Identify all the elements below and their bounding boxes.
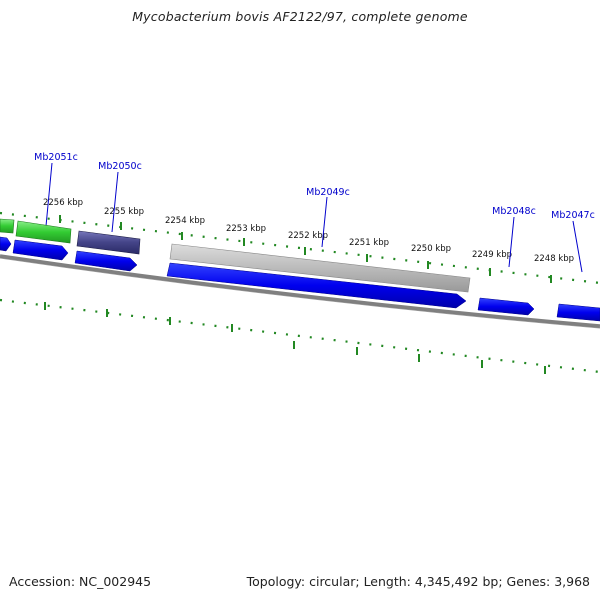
feature-green-1[interactable] xyxy=(0,218,15,234)
upper-feature-track xyxy=(0,218,471,293)
scale-label: 2254 kbp xyxy=(165,216,205,226)
gene-label-mb2049c[interactable]: Mb2049c xyxy=(306,187,350,198)
feature-gray[interactable] xyxy=(169,243,471,293)
cds-arrow[interactable] xyxy=(166,262,467,309)
scale-label: 2252 kbp xyxy=(288,231,328,241)
leader-line xyxy=(45,162,53,227)
scale-label: 2250 kbp xyxy=(411,244,451,254)
feature-green-2[interactable] xyxy=(15,220,72,244)
scale-label: 2256 kbp xyxy=(43,198,83,208)
upper-scale-major-ticks xyxy=(59,215,552,283)
gene-label-mb2050c[interactable]: Mb2050c xyxy=(98,161,142,172)
gene-label-mb2047c[interactable]: Mb2047c xyxy=(551,210,595,221)
scale-label: 2255 kbp xyxy=(104,207,144,217)
cds-arrow[interactable] xyxy=(0,236,12,252)
cds-track xyxy=(0,236,600,322)
footer-genes: Genes: 3,968 xyxy=(506,574,590,589)
cds-arrow[interactable] xyxy=(477,297,535,316)
scale-label: 2251 kbp xyxy=(349,238,389,248)
footer-summary: Topology: circular; Length: 4,345,492 bp… xyxy=(246,574,590,589)
gene-labels: Mb2051c Mb2050c Mb2049c Mb2048c Mb2047c xyxy=(34,152,595,221)
leader-line xyxy=(321,196,328,248)
scale-label: 2248 kbp xyxy=(534,254,574,264)
gene-label-mb2051c[interactable]: Mb2051c xyxy=(34,152,78,163)
gene-label-mb2048c[interactable]: Mb2048c xyxy=(492,206,536,217)
lower-scale-major-ticks xyxy=(44,302,546,374)
footer-accession: Accession: NC_002945 xyxy=(9,574,152,589)
cds-arrow[interactable] xyxy=(12,239,69,261)
leader-line xyxy=(508,216,515,268)
leader-line xyxy=(111,171,119,233)
map-title: Mycobacterium bovis AF2122/97, complete … xyxy=(132,9,468,24)
gene-label-leaders xyxy=(45,162,583,273)
lower-scale-track xyxy=(0,298,600,374)
genome-backbone xyxy=(0,254,600,328)
footer-length: Length: 4,345,492 bp xyxy=(363,574,499,589)
scale-label: 2253 kbp xyxy=(226,224,266,234)
scale-labels: 2256 kbp 2255 kbp 2254 kbp 2253 kbp 2252… xyxy=(43,198,574,264)
genome-backbone-shade xyxy=(0,257,600,329)
upper-scale-track xyxy=(0,211,600,285)
leader-line xyxy=(572,220,583,273)
scale-label: 2249 kbp xyxy=(472,250,512,260)
cds-arrow[interactable] xyxy=(74,250,138,272)
cds-arrow[interactable] xyxy=(556,303,600,322)
feature-purple[interactable] xyxy=(76,230,141,255)
footer-topology: Topology: circular xyxy=(246,574,356,589)
